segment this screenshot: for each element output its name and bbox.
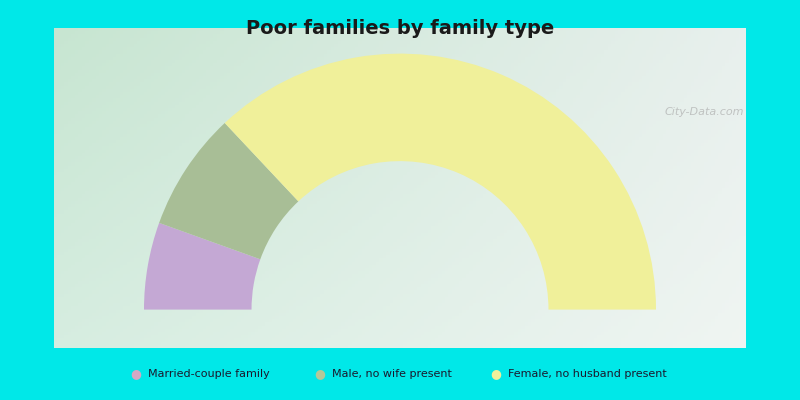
Wedge shape bbox=[225, 54, 656, 310]
Text: Male, no wife present: Male, no wife present bbox=[332, 369, 452, 379]
Text: ●: ● bbox=[490, 368, 502, 380]
Text: Married-couple family: Married-couple family bbox=[148, 369, 270, 379]
Text: Poor families by family type: Poor families by family type bbox=[246, 18, 554, 38]
Wedge shape bbox=[144, 223, 260, 310]
Text: ●: ● bbox=[130, 368, 142, 380]
Text: ●: ● bbox=[314, 368, 326, 380]
Wedge shape bbox=[159, 123, 298, 259]
Text: Female, no husband present: Female, no husband present bbox=[508, 369, 666, 379]
Text: City-Data.com: City-Data.com bbox=[664, 107, 744, 117]
